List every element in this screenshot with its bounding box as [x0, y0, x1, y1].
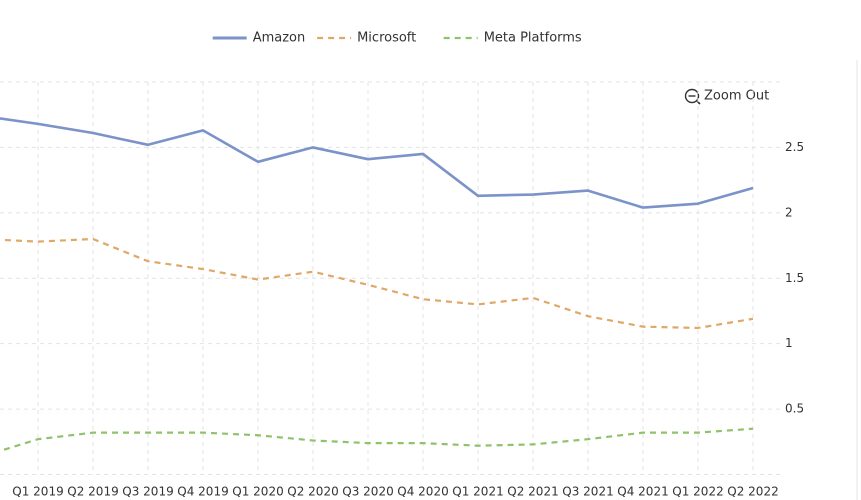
x-tick-label: Q4 2020	[397, 485, 448, 499]
series-line	[0, 427, 754, 453]
zoom-icon	[684, 88, 700, 104]
x-tick-label: Q3 2019	[122, 485, 173, 499]
x-tick-label: Q2 2019	[67, 485, 118, 499]
x-tick-label: Q1 2021	[452, 485, 503, 499]
x-tick-label: Q3 2020	[342, 485, 393, 499]
x-tick-label: Q4 2021	[617, 485, 668, 499]
x-tick-label: Q2 2022	[727, 485, 778, 499]
y-tick-label: 1.5	[785, 271, 804, 285]
y-tick-label: 2.5	[785, 140, 804, 154]
x-tick-label: Q2 2020	[287, 485, 338, 499]
x-tick-label: Q1 2022	[672, 485, 723, 499]
zoom-label: Zoom Out	[704, 89, 769, 104]
y-tick-label: 0.5	[785, 402, 804, 416]
series-line	[0, 117, 754, 209]
x-tick-label: Q1 2020	[232, 485, 283, 499]
zoom-icon-handle	[695, 99, 701, 105]
legend-label: Amazon	[253, 31, 306, 46]
x-tick-label: Q4 2019	[177, 485, 228, 499]
x-tick-label: Q2 2021	[507, 485, 558, 499]
x-tick-label: Q1 2019	[12, 485, 63, 499]
y-tick-label: 2	[785, 205, 793, 219]
series-line	[0, 237, 754, 330]
x-tick-label: Q3 2021	[562, 485, 613, 499]
y-tick-label: 1	[785, 336, 793, 350]
legend-label: Meta Platforms	[484, 31, 582, 46]
legend-label: Microsoft	[357, 31, 416, 46]
plot-lines	[0, 117, 754, 453]
